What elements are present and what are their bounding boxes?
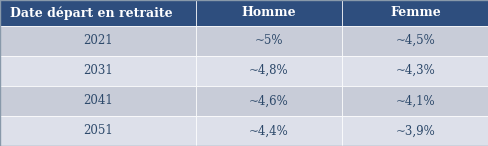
Bar (0, 0, 195, 26)
Text: Femme: Femme (389, 6, 440, 19)
Text: ~3,9%: ~3,9% (395, 124, 435, 137)
Text: Homme: Homme (241, 6, 296, 19)
Text: 2031: 2031 (83, 64, 112, 77)
Text: Date départ en retraite: Date départ en retraite (10, 6, 172, 20)
Bar (0, 86, 195, 116)
Text: 2051: 2051 (83, 124, 112, 137)
Bar (195, 0, 342, 26)
Bar (195, 56, 342, 86)
Bar (342, 0, 488, 26)
Bar (0, 56, 195, 86)
Bar (342, 26, 488, 56)
Text: ~4,3%: ~4,3% (395, 64, 435, 77)
Bar (0, 26, 195, 56)
Bar (342, 116, 488, 146)
Text: ~4,4%: ~4,4% (248, 124, 288, 137)
Bar (195, 86, 342, 116)
Text: 2021: 2021 (83, 34, 112, 47)
Text: ~5%: ~5% (254, 34, 283, 47)
Text: 2041: 2041 (83, 94, 112, 107)
Text: ~4,5%: ~4,5% (395, 34, 435, 47)
Text: ~4,6%: ~4,6% (248, 94, 288, 107)
Bar (0, 116, 195, 146)
Bar (195, 116, 342, 146)
Bar (342, 56, 488, 86)
Bar (342, 86, 488, 116)
Bar (195, 26, 342, 56)
Text: ~4,8%: ~4,8% (248, 64, 288, 77)
Text: ~4,1%: ~4,1% (395, 94, 435, 107)
